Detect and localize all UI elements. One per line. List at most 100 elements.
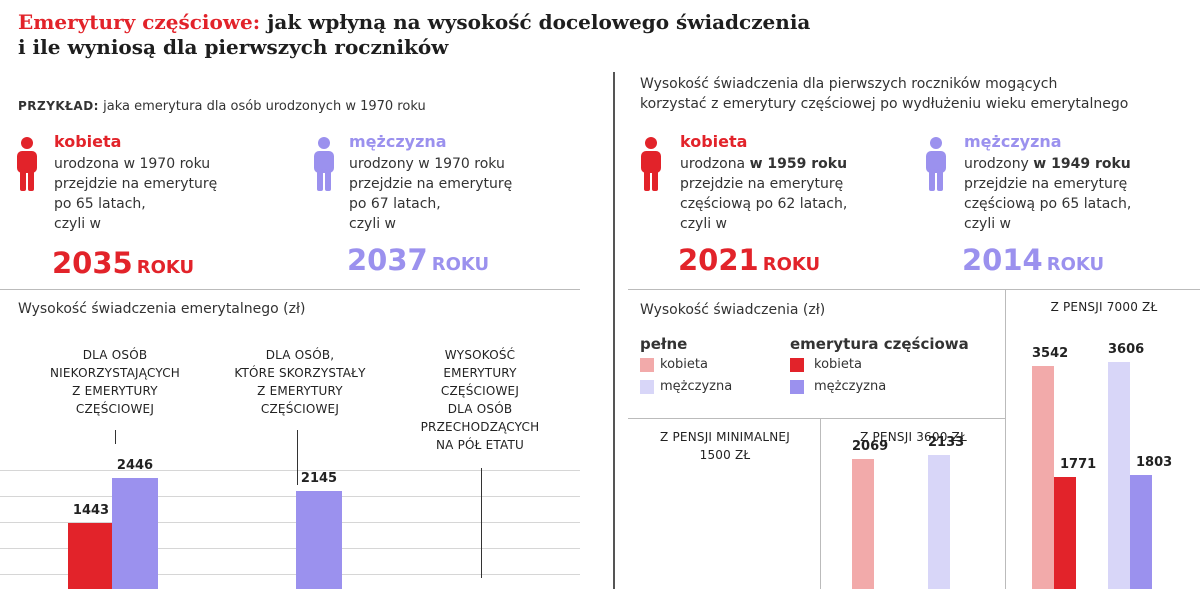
caption-line: EMERYTURY <box>443 366 517 380</box>
left-bar-woman-1-value: 1443 <box>72 503 110 519</box>
left-caption-3: WYSOKOŚĆ EMERYTURY CZĘŚCIOWEJ DLA OSÓB P… <box>395 346 565 454</box>
right-group-divider <box>1005 289 1006 589</box>
left-woman-text: urodzona w 1970 roku przejdzie na emeryt… <box>54 154 217 234</box>
caption-line: DLA OSÓB, <box>265 348 335 362</box>
right-woman-line3: częściową po 62 latach, <box>680 196 848 212</box>
left-woman-line4: czyli w <box>54 216 102 232</box>
legend-full-man: mężczyzna <box>660 379 733 394</box>
caption-line: CZĘŚCIOWEJ <box>260 402 340 416</box>
right-man-line3: częściową po 65 latach, <box>964 196 1132 212</box>
group-label-line: 1500 ZŁ <box>699 448 751 462</box>
left-gridline <box>0 522 580 523</box>
left-woman-line3: po 65 latach, <box>54 196 146 212</box>
left-man-line4: czyli w <box>349 216 397 232</box>
right-woman-text: urodzona w 1959 roku przejdzie na emeryt… <box>680 154 847 234</box>
right-bar-7000-woman-full <box>1032 365 1054 589</box>
left-man-text: urodzony w 1970 roku przejdzie na emeryt… <box>349 154 512 234</box>
right-bar-3600-man-full <box>928 454 950 589</box>
left-woman-line2: przejdzie na emeryturę <box>54 176 218 192</box>
right-bar-3600-woman-full <box>852 458 874 589</box>
right-bar-7000-woman-partial-value: 1771 <box>1060 457 1097 473</box>
example-label: PRZYKŁAD: <box>18 99 99 113</box>
right-intro-line1: Wysokość świadczenia dla pierwszych rocz… <box>640 76 1058 92</box>
left-woman-label: kobieta <box>54 132 122 151</box>
legend-swatch-partial-man <box>790 380 804 394</box>
group-label-minimal: Z PENSJI MINIMALNEJ 1500 ZŁ <box>630 428 820 464</box>
right-bar-3600-man-full-value: 2133 <box>928 434 965 450</box>
right-man-line4: czyli w <box>964 216 1012 232</box>
right-woman-line1b: w 1959 roku <box>749 156 848 172</box>
legend-full-title: pełne <box>640 335 688 353</box>
right-woman-label: kobieta <box>680 132 748 151</box>
right-man-label: mężczyzna <box>964 132 1062 151</box>
left-arrow-2 <box>297 430 298 485</box>
right-bar-7000-man-full <box>1108 361 1130 589</box>
right-bar-7000-man-partial <box>1130 475 1152 589</box>
page-title: Emerytury częściowe: jak wpłyną na wysok… <box>18 10 838 60</box>
left-caption-1: DLA OSÓB NIEKORZYSTAJĄCYCH Z EMERYTURY C… <box>35 346 195 418</box>
left-chart-title: Wysokość świadczenia emerytalnego (zł) <box>18 301 306 317</box>
caption-line: Z EMERYTURY <box>257 384 343 398</box>
woman-person-icon <box>641 137 661 191</box>
left-woman-year-suffix: ROKU <box>136 257 195 278</box>
right-bar-7000-man-full-value: 3606 <box>1108 341 1145 357</box>
left-arrow-1 <box>115 430 116 444</box>
legend-partial-man: mężczyzna <box>814 379 887 394</box>
left-bar-man-1 <box>112 477 158 589</box>
left-bar-man-2-value: 2145 <box>300 471 338 487</box>
right-intro-line2: korzystać z emerytury częściowej po wydł… <box>640 96 1129 112</box>
right-group-divider <box>820 418 821 589</box>
caption-line: WYSOKOŚĆ <box>444 348 516 362</box>
legend-full-woman: kobieta <box>660 357 708 372</box>
left-man-line1: urodzony w 1970 roku <box>349 156 505 172</box>
man-person-icon <box>926 137 946 191</box>
right-man-line2: przejdzie na emeryturę <box>964 176 1128 192</box>
caption-line: CZĘŚCIOWEJ <box>75 402 155 416</box>
right-man-year: 2014 ROKU <box>962 243 1104 282</box>
caption-line: NA PÓŁ ETATU <box>435 438 524 452</box>
caption-line: Z EMERYTURY <box>72 384 158 398</box>
right-man-year-value: 2014 <box>962 243 1043 277</box>
right-man-line1: urodzony w 1949 roku <box>964 154 1131 174</box>
right-man-year-suffix: ROKU <box>1046 254 1105 275</box>
right-separator <box>628 289 1200 290</box>
left-gridline <box>0 470 580 471</box>
group-label-line: Z PENSJI MINIMALNEJ <box>660 430 790 444</box>
caption-line: CZĘŚCIOWEJ <box>440 384 520 398</box>
left-bar-man-2 <box>296 491 342 589</box>
right-man-line1b: w 1949 roku <box>1033 156 1131 172</box>
legend-swatch-full-man <box>640 380 654 394</box>
column-divider <box>613 72 615 589</box>
right-woman-year: 2021 ROKU <box>678 243 820 282</box>
caption-line: PRZECHODZĄCYCH <box>420 420 540 434</box>
woman-person-icon <box>17 137 37 191</box>
group-label-3600: Z PENSJI 3600 ZŁ <box>860 430 967 444</box>
caption-line: KTÓRE SKORZYSTAŁY <box>234 366 366 380</box>
right-woman-year-value: 2021 <box>678 243 759 277</box>
right-intro: Wysokość świadczenia dla pierwszych rocz… <box>640 74 1128 114</box>
right-woman-line1a: urodzona <box>680 156 750 172</box>
left-gridline <box>0 548 580 549</box>
left-woman-year: 2035 ROKU <box>52 246 194 285</box>
left-separator <box>0 289 580 290</box>
title-highlight: Emerytury częściowe: <box>18 10 261 34</box>
legend-swatch-partial-woman <box>790 358 804 372</box>
title-line2: i ile wyniosą dla pierwszych roczników <box>18 35 449 59</box>
left-man-label: mężczyzna <box>349 132 447 151</box>
left-man-year: 2037 ROKU <box>347 243 489 282</box>
left-arrow-3 <box>481 468 482 578</box>
legend-swatch-full-woman <box>640 358 654 372</box>
left-man-line3: po 67 latach, <box>349 196 441 212</box>
left-bar-woman-1 <box>68 523 114 589</box>
example-heading: PRZYKŁAD: jaka emerytura dla osób urodzo… <box>18 96 426 117</box>
example-text: jaka emerytura dla osób urodzonych w 197… <box>98 99 426 114</box>
right-chart-title: Wysokość świadczenia (zł) <box>640 302 826 318</box>
caption-line: DLA OSÓB <box>447 402 513 416</box>
left-woman-year-value: 2035 <box>52 246 133 280</box>
left-gridline <box>0 574 580 575</box>
man-person-icon <box>314 137 334 191</box>
right-woman-line1: urodzona w 1959 roku <box>680 154 847 174</box>
right-bar-3600-woman-full-value: 2069 <box>852 438 889 454</box>
right-bar-7000-woman-full-value: 3542 <box>1032 345 1069 361</box>
legend-partial-woman: kobieta <box>814 357 862 372</box>
